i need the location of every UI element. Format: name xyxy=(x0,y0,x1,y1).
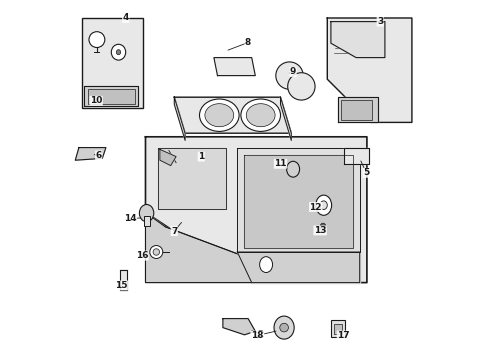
Text: 11: 11 xyxy=(274,159,286,168)
Bar xyxy=(88,89,134,104)
Ellipse shape xyxy=(279,323,288,332)
Polygon shape xyxy=(145,212,251,283)
Text: 3: 3 xyxy=(376,17,383,26)
Bar xyxy=(333,324,342,334)
Polygon shape xyxy=(244,155,352,248)
Text: 17: 17 xyxy=(337,331,349,340)
Ellipse shape xyxy=(287,73,314,100)
Polygon shape xyxy=(237,252,359,283)
Text: 15: 15 xyxy=(115,281,127,290)
Text: 8: 8 xyxy=(244,38,251,47)
Text: 18: 18 xyxy=(250,331,263,340)
Text: 13: 13 xyxy=(313,226,325,235)
Bar xyxy=(340,100,371,120)
Polygon shape xyxy=(160,149,176,166)
Ellipse shape xyxy=(116,50,121,55)
Bar xyxy=(120,270,126,290)
Ellipse shape xyxy=(320,201,326,210)
Text: 1: 1 xyxy=(198,152,204,161)
Text: 7: 7 xyxy=(171,227,177,236)
Polygon shape xyxy=(174,97,291,133)
Text: 14: 14 xyxy=(124,214,137,223)
Polygon shape xyxy=(158,148,226,209)
Text: 2: 2 xyxy=(257,330,264,338)
Text: 4: 4 xyxy=(122,13,129,22)
Ellipse shape xyxy=(273,316,294,339)
Bar xyxy=(81,18,142,108)
Polygon shape xyxy=(237,148,359,252)
Polygon shape xyxy=(213,58,255,76)
Text: 12: 12 xyxy=(309,202,322,211)
Text: 16: 16 xyxy=(135,251,148,260)
Ellipse shape xyxy=(199,99,239,131)
Ellipse shape xyxy=(241,99,280,131)
Ellipse shape xyxy=(320,223,325,230)
Ellipse shape xyxy=(315,195,331,215)
Ellipse shape xyxy=(275,62,303,89)
Text: 6: 6 xyxy=(95,151,102,160)
Polygon shape xyxy=(75,148,106,160)
Polygon shape xyxy=(145,137,366,283)
Ellipse shape xyxy=(149,246,163,258)
Ellipse shape xyxy=(246,104,275,127)
Polygon shape xyxy=(330,22,384,58)
Polygon shape xyxy=(223,319,255,335)
Ellipse shape xyxy=(204,104,233,127)
Polygon shape xyxy=(280,97,291,140)
Polygon shape xyxy=(174,97,185,140)
Bar xyxy=(143,216,149,226)
Ellipse shape xyxy=(89,32,104,48)
Polygon shape xyxy=(326,18,411,122)
Text: 9: 9 xyxy=(289,68,296,77)
Ellipse shape xyxy=(111,44,125,60)
Ellipse shape xyxy=(153,249,159,255)
Bar xyxy=(330,320,345,337)
Ellipse shape xyxy=(139,204,153,222)
Text: 5: 5 xyxy=(362,168,368,177)
Polygon shape xyxy=(84,86,138,106)
Ellipse shape xyxy=(286,161,299,177)
Ellipse shape xyxy=(259,257,272,273)
Polygon shape xyxy=(343,148,368,164)
Text: 10: 10 xyxy=(90,96,102,105)
Polygon shape xyxy=(337,97,377,122)
